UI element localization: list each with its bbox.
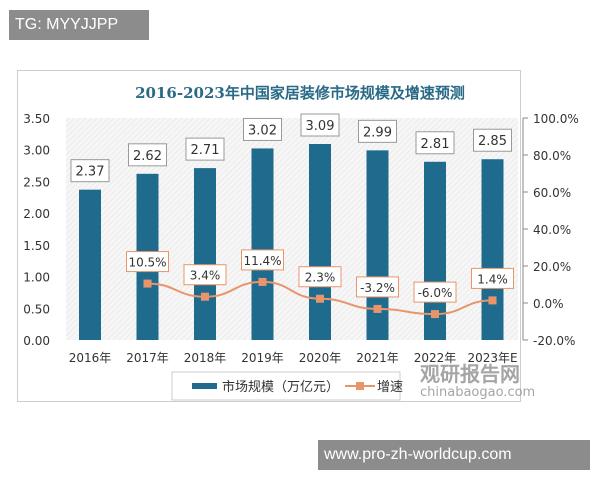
x-tick-label: 2016年 — [69, 351, 112, 365]
bar-label-box — [70, 159, 110, 183]
growth-marker — [143, 279, 152, 288]
growth-label-box — [298, 266, 342, 288]
x-tick-label: 2022年 — [414, 351, 457, 365]
growth-data-label: -3.2% — [360, 281, 395, 295]
growth-marker — [488, 296, 497, 305]
growth-marker — [373, 304, 382, 313]
bar-label-box — [243, 117, 282, 141]
left-tick-label: 3.00 — [23, 144, 50, 158]
right-tick-label: 100.0% — [533, 112, 579, 126]
bar — [251, 148, 274, 340]
x-tick-label: 2020年 — [299, 351, 342, 365]
bar — [79, 189, 101, 340]
logo-text: 观研报告网 — [420, 362, 520, 386]
bar-data-label: 2.99 — [363, 125, 392, 140]
left-tick-label: 1.50 — [23, 239, 50, 253]
growth-marker — [431, 310, 439, 319]
logo-url: chinabaogao.com — [420, 385, 536, 400]
growth-data-label: 2.3% — [305, 271, 336, 285]
growth-label-box — [413, 281, 457, 303]
growth-label-box — [241, 249, 284, 271]
legend-bar-label: 市场规模（万亿元） — [222, 379, 339, 395]
legend-bar-swatch — [192, 383, 217, 389]
right-tick-label: 80.0% — [533, 149, 571, 163]
bar — [194, 168, 216, 340]
left-tick-label: 0.50 — [23, 302, 50, 316]
right-tick-label: 20.0% — [533, 260, 571, 274]
right-tick-label: 0.0% — [533, 297, 564, 311]
bar-data-label: 2.71 — [191, 143, 220, 158]
x-tick-label: 2018年 — [184, 351, 227, 365]
right-tick-label: -20.0% — [533, 334, 575, 348]
bar-data-label: 3.09 — [306, 119, 335, 134]
x-tick-label: 2021年 — [356, 351, 399, 365]
growth-label-box — [356, 276, 399, 298]
growth-label-box — [183, 264, 227, 286]
bar-data-label: 2.81 — [421, 137, 450, 152]
bar-data-label: 2.37 — [76, 165, 105, 180]
bar-label-box — [185, 137, 225, 161]
bar-label-box — [358, 119, 397, 143]
right-tick-label: 40.0% — [533, 223, 571, 237]
growth-data-label: -6.0% — [418, 286, 453, 300]
growth-data-label: 3.4% — [190, 269, 221, 283]
growth-data-label: 1.4% — [477, 272, 508, 286]
left-tick-label: 0.00 — [23, 334, 50, 348]
bar-label-box — [415, 131, 455, 155]
chart-frame — [17, 70, 521, 402]
bar-data-label: 3.02 — [248, 123, 277, 138]
left-tick-label: 1.00 — [23, 271, 50, 285]
bar — [309, 144, 331, 340]
bar-label-box — [300, 113, 340, 137]
x-tick-label: 2017年 — [126, 351, 169, 365]
x-tick-label: 2023年E — [467, 351, 517, 365]
left-tick-label: 2.50 — [23, 175, 50, 189]
logo-watermark: 观研报告网 chinabaogao.com — [420, 358, 535, 400]
bar-data-label: 2.85 — [478, 134, 507, 149]
top-watermark: TG: MYYJJPP — [9, 10, 149, 40]
left-tick-label: 2.00 — [23, 207, 50, 221]
legend-line-label: 增速 — [377, 380, 403, 395]
growth-data-label: 11.4% — [243, 254, 281, 268]
left-tick-label: 3.50 — [23, 112, 50, 126]
growth-label-box — [126, 251, 169, 273]
right-tick-label: 60.0% — [533, 186, 571, 200]
legend-line-marker — [356, 382, 364, 390]
bar-label-box — [473, 128, 512, 152]
growth-marker — [201, 292, 209, 301]
bar — [481, 159, 504, 340]
bar-data-label: 2.62 — [133, 149, 162, 164]
growth-marker — [258, 277, 267, 286]
growth-marker — [316, 294, 324, 303]
chart-title: 2016-2023年中国家居装修市场规模及增速预测 — [135, 84, 465, 102]
bottom-watermark: www.pro-zh-worldcup.com — [318, 440, 590, 470]
x-tick-label: 2019年 — [241, 351, 284, 365]
growth-data-label: 10.5% — [128, 256, 166, 270]
growth-label-box — [471, 267, 514, 289]
bar-label-box — [128, 143, 167, 167]
